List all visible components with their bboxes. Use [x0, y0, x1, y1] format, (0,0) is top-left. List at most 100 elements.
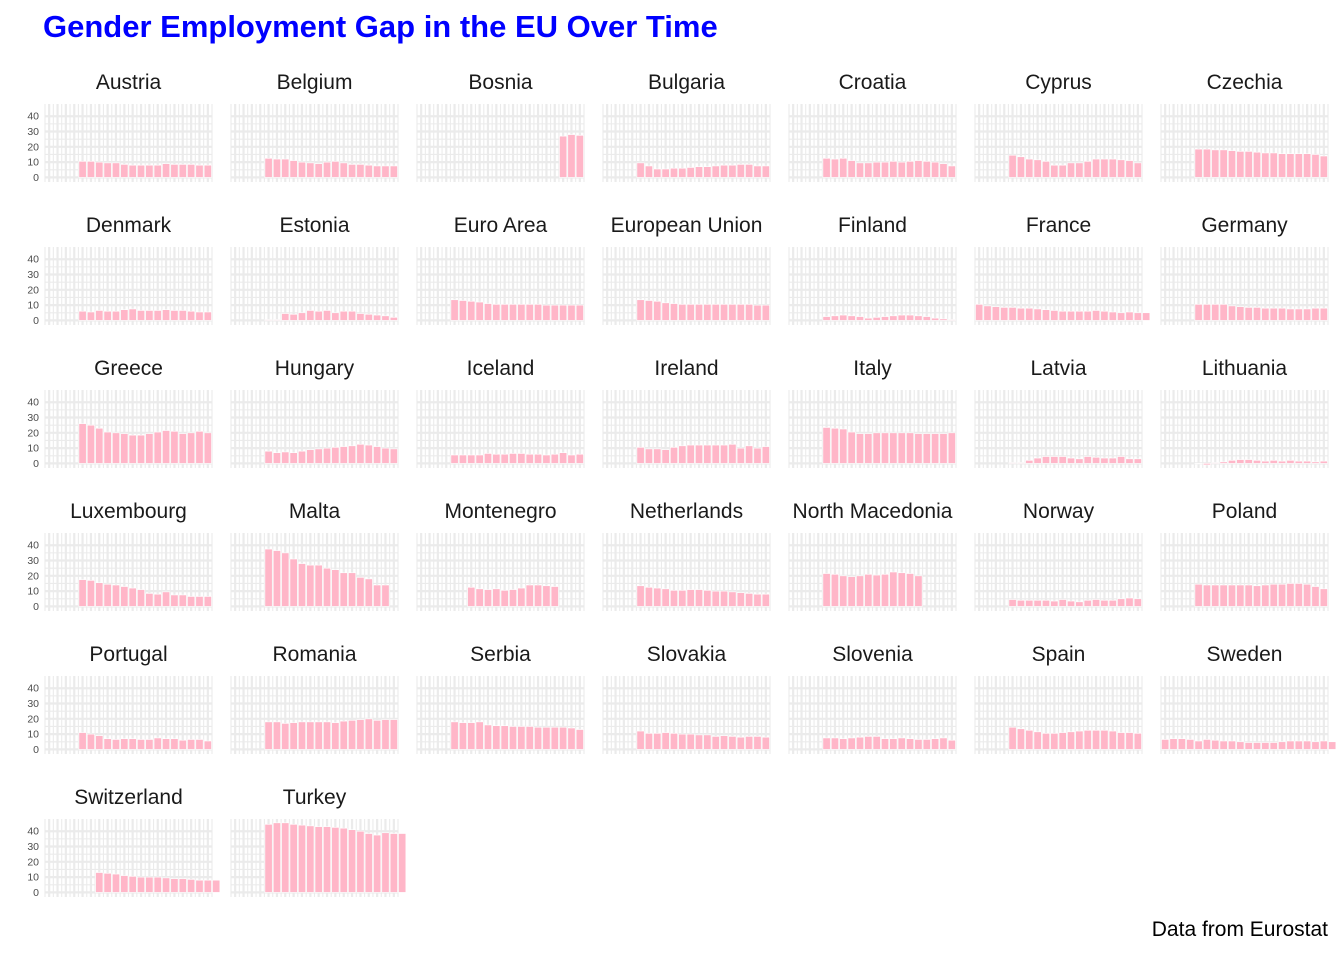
- bar: [195, 596, 204, 607]
- y-tick-label: 20: [27, 427, 39, 439]
- bar: [467, 300, 476, 321]
- facet-bars: [264, 443, 398, 464]
- bar: [128, 587, 137, 607]
- facet-bars: [636, 443, 770, 464]
- bar: [1125, 311, 1134, 321]
- bar: [575, 135, 584, 178]
- bar: [669, 733, 678, 750]
- bar: [753, 447, 762, 464]
- bar: [137, 164, 146, 178]
- bar: [264, 157, 273, 178]
- bar: [483, 453, 492, 464]
- bar: [864, 317, 873, 321]
- facet-gridlines: [788, 104, 957, 182]
- bar: [339, 827, 348, 893]
- bar: [745, 304, 754, 321]
- facet-panel: Greece 0 10 20 30 40: [27, 357, 213, 470]
- facet-bars: [78, 423, 212, 464]
- facet-panel: Denmark 0 10 20 30 40: [27, 214, 213, 327]
- bar: [830, 573, 839, 607]
- bar: [128, 164, 137, 178]
- bar: [839, 157, 848, 178]
- bar: [356, 313, 365, 321]
- bar: [1328, 741, 1337, 750]
- bar: [542, 454, 551, 464]
- facet-title: Slovenia: [832, 643, 913, 666]
- bar: [947, 165, 956, 178]
- bar: [1236, 306, 1245, 321]
- facet-gridlines: [788, 247, 957, 325]
- y-tick-label: 20: [27, 570, 39, 582]
- facet-title: Bosnia: [468, 71, 533, 94]
- facet-panel: Cyprus: [974, 71, 1143, 182]
- bar: [1261, 460, 1270, 464]
- bar: [187, 432, 196, 464]
- facet-gridlines: [974, 247, 1143, 325]
- bar: [1058, 732, 1067, 750]
- bar: [931, 738, 940, 750]
- bar: [1319, 155, 1328, 178]
- bar: [95, 310, 104, 321]
- bar: [872, 432, 881, 464]
- bar: [881, 161, 889, 178]
- bar: [398, 833, 407, 893]
- bar: [1286, 740, 1295, 750]
- bar: [1244, 459, 1253, 464]
- facet-title: France: [1026, 214, 1091, 237]
- facet-bars: [95, 872, 221, 893]
- bar: [1202, 584, 1211, 607]
- bar: [1025, 307, 1034, 321]
- bar: [1092, 599, 1101, 607]
- bar: [1100, 310, 1109, 321]
- bar: [1133, 733, 1142, 750]
- bar: [381, 832, 390, 893]
- bar: [178, 878, 187, 893]
- facet-bars: [1008, 597, 1142, 607]
- bar: [1050, 456, 1059, 464]
- bar: [500, 453, 509, 464]
- bar: [95, 872, 104, 893]
- bar: [297, 161, 306, 178]
- bar: [653, 733, 662, 750]
- bar: [86, 311, 95, 321]
- bar: [195, 164, 204, 178]
- y-tick-label: 0: [33, 601, 39, 613]
- bar: [203, 164, 212, 178]
- bar: [855, 162, 864, 178]
- bar: [1244, 584, 1253, 607]
- bar: [703, 304, 712, 321]
- bar: [162, 738, 171, 750]
- bar: [575, 729, 584, 750]
- bar: [753, 304, 762, 321]
- bar: [145, 433, 154, 464]
- facet-gridlines: [230, 676, 399, 754]
- bar: [847, 315, 856, 321]
- facet-gridlines: [230, 533, 399, 611]
- facet-title: Cyprus: [1025, 71, 1092, 94]
- bar: [720, 590, 729, 607]
- bar: [95, 161, 104, 178]
- bar: [492, 725, 501, 750]
- bar: [1067, 310, 1075, 321]
- bar: [1169, 738, 1178, 750]
- bar: [306, 449, 315, 464]
- bar: [178, 739, 187, 750]
- y-tick-label: 10: [27, 443, 39, 455]
- bar: [1008, 154, 1017, 178]
- bar: [855, 575, 864, 607]
- bar: [550, 586, 559, 607]
- y-tick-label: 40: [27, 397, 39, 409]
- bar: [1033, 159, 1042, 178]
- bar: [678, 445, 687, 464]
- bar: [1067, 457, 1075, 464]
- bar: [264, 548, 273, 607]
- bar: [137, 310, 146, 321]
- bar: [1278, 153, 1287, 178]
- bar: [1050, 600, 1059, 607]
- bar: [839, 738, 848, 750]
- bar: [897, 314, 906, 321]
- facet-bars: [264, 822, 407, 893]
- bar: [983, 305, 992, 321]
- bar: [78, 310, 87, 321]
- bar: [1253, 307, 1261, 321]
